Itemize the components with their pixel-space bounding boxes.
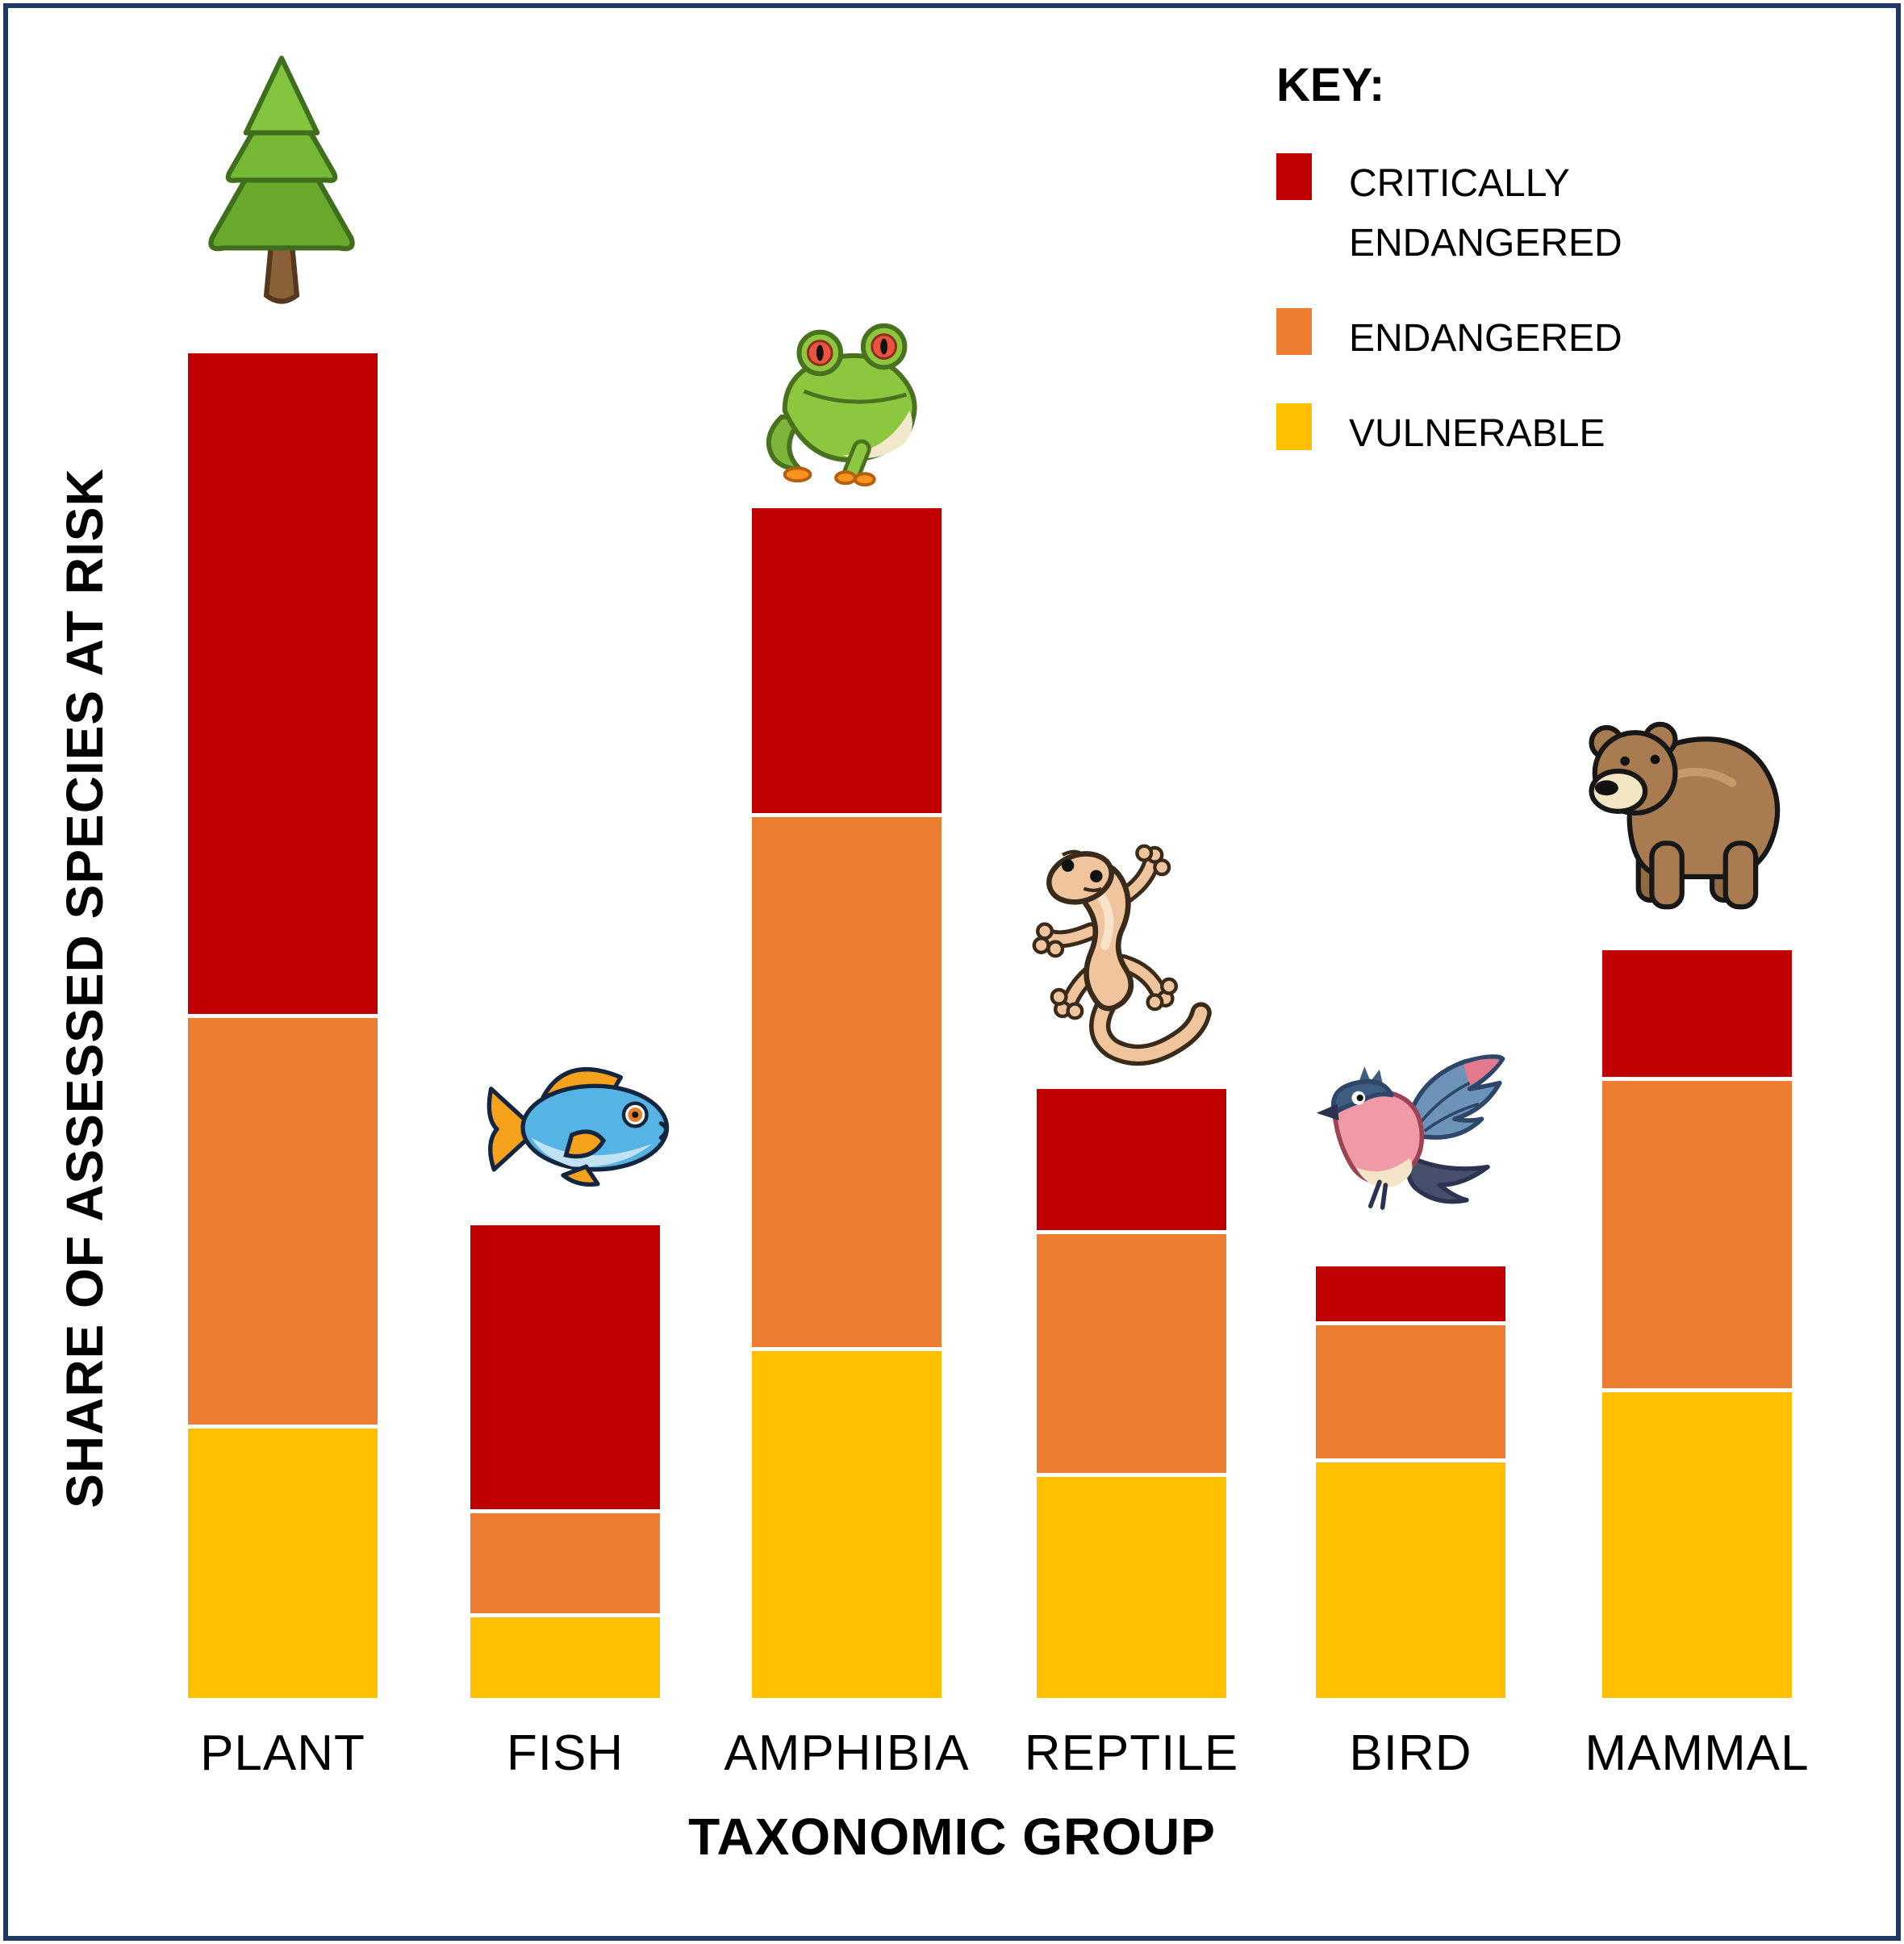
bar-segment-fish-critically-endangered — [470, 1225, 660, 1509]
category-label-amphibia: AMPHIBIA — [724, 1725, 970, 1781]
category-label-plant: PLANT — [200, 1725, 365, 1781]
gecko-icon — [1027, 837, 1222, 1071]
fish-icon — [482, 1045, 684, 1197]
bar-segment-plant-endangered — [188, 1018, 378, 1425]
legend: KEY: CRITICALLY ENDANGERED ENDANGERED VU… — [1276, 58, 1841, 455]
bar-segment-reptile-vulnerable — [1037, 1477, 1226, 1698]
bar-segment-amphibia-endangered — [752, 817, 942, 1347]
songbird-icon — [1313, 1047, 1509, 1239]
bar-segment-reptile-endangered — [1037, 1234, 1226, 1473]
vulnerable-swatch — [1276, 403, 1312, 450]
y-axis-title: SHARE OF ASSESSED SPECIES AT RISK — [56, 468, 114, 1508]
category-label-fish: FISH — [506, 1725, 624, 1781]
legend-label-endangered: ENDANGERED — [1349, 317, 1622, 360]
legend-label-vulnerable: VULNERABLE — [1349, 412, 1605, 455]
bar-segment-bird-vulnerable — [1316, 1462, 1505, 1698]
category-label-bird: BIRD — [1349, 1725, 1472, 1781]
bar-segment-bird-endangered — [1316, 1325, 1505, 1458]
bear-icon — [1578, 703, 1796, 926]
bar-segment-amphibia-critically-endangered — [752, 508, 942, 813]
bar-segment-mammal-endangered — [1602, 1081, 1792, 1388]
bar-segment-plant-vulnerable — [188, 1429, 378, 1698]
bar-segment-plant-critically-endangered — [188, 353, 378, 1014]
bar-segment-amphibia-vulnerable — [752, 1351, 942, 1698]
legend-item-endangered: ENDANGERED — [1276, 308, 1728, 369]
legend-item-vulnerable: VULNERABLE — [1276, 403, 1728, 464]
endangered-swatch — [1276, 308, 1312, 355]
critically-endangered-swatch — [1276, 153, 1312, 200]
legend-title: KEY: — [1276, 59, 1385, 111]
bar-segment-fish-vulnerable — [470, 1617, 660, 1698]
bar-segment-reptile-critically-endangered — [1037, 1089, 1226, 1230]
x-axis-title: TAXONOMIC GROUP — [688, 1808, 1216, 1866]
bar-segment-bird-critically-endangered — [1316, 1266, 1505, 1321]
bar-segment-mammal-vulnerable — [1602, 1392, 1792, 1698]
category-label-mammal: MAMMAL — [1585, 1725, 1810, 1781]
category-label-reptile: REPTILE — [1024, 1725, 1239, 1781]
tree-frog-icon — [753, 317, 945, 486]
legend-item-critically-endangered: CRITICALLY ENDANGERED — [1276, 153, 1728, 274]
legend-label-critically-endangered: CRITICALLY ENDANGERED — [1349, 162, 1622, 265]
bar-segment-mammal-critically-endangered — [1602, 950, 1792, 1077]
bar-segment-fish-endangered — [470, 1513, 660, 1613]
pine-tree-icon — [196, 55, 367, 309]
